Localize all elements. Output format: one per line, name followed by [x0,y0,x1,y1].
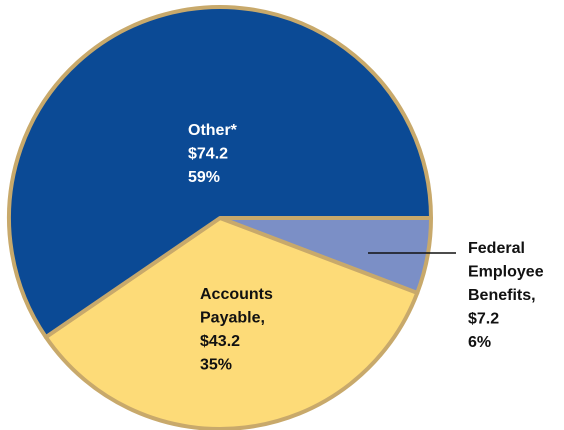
slice-label: Accounts [200,286,273,303]
slice-label: Employee [468,264,544,281]
pie-slice [43,216,420,430]
slice-label: Other* [188,122,238,139]
slice-label: Benefits, [468,287,536,304]
slice-label: Payable, [200,310,265,327]
percent-label: 59% [188,169,220,186]
value-label: $7.2 [468,311,499,328]
value-label: $74.2 [188,146,228,163]
percent-label: 6% [468,334,491,351]
value-label: $43.2 [200,333,240,350]
pie-slice [7,5,433,340]
percent-label: 35% [200,357,232,374]
slice-label: Federal [468,240,525,257]
